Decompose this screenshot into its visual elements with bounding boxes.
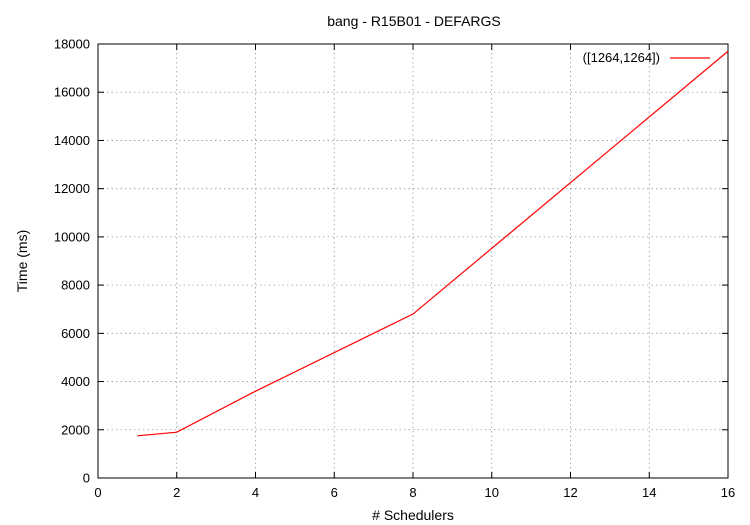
y-axis-label: Time (ms) xyxy=(14,230,30,292)
x-tick-label: 12 xyxy=(563,485,577,500)
y-tick-label: 6000 xyxy=(61,326,90,341)
plot-frame xyxy=(97,43,729,479)
x-tick-label: 4 xyxy=(252,485,259,500)
x-tick-label: 6 xyxy=(331,485,338,500)
legend-label: ([1264,1264]) xyxy=(583,50,660,65)
series-layer xyxy=(137,50,729,437)
y-tick-label: 10000 xyxy=(54,229,90,244)
x-axis-label: # Schedulers xyxy=(372,507,454,523)
axis-ticks: 0 2 4 6 8 10 12 14 16 0 2000 4000 6000 8000 10000 12000… xyxy=(54,37,735,501)
x-tick-label: 0 xyxy=(94,485,101,500)
x-tick-label: 10 xyxy=(485,485,499,500)
y-tick-label: 0 xyxy=(83,471,90,486)
series-line xyxy=(137,50,729,437)
y-tick-label: 14000 xyxy=(54,133,90,148)
legend: ([1264,1264]) xyxy=(583,50,710,65)
grid xyxy=(98,44,728,478)
x-tick-label: 14 xyxy=(642,485,656,500)
x-tick-label: 16 xyxy=(721,485,735,500)
y-tick-label: 4000 xyxy=(61,374,90,389)
y-tick-label: 18000 xyxy=(54,37,90,52)
y-tick-label: 16000 xyxy=(54,85,90,100)
y-tick-label: 12000 xyxy=(54,181,90,196)
y-tick-label: 2000 xyxy=(61,422,90,437)
x-tick-label: 8 xyxy=(409,485,416,500)
chart-title: bang - R15B01 - DEFARGS xyxy=(327,13,501,29)
y-tick-label: 8000 xyxy=(61,278,90,293)
x-tick-label: 2 xyxy=(173,485,180,500)
